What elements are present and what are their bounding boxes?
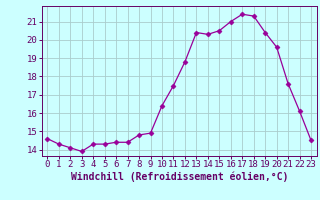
X-axis label: Windchill (Refroidissement éolien,°C): Windchill (Refroidissement éolien,°C) (70, 172, 288, 182)
